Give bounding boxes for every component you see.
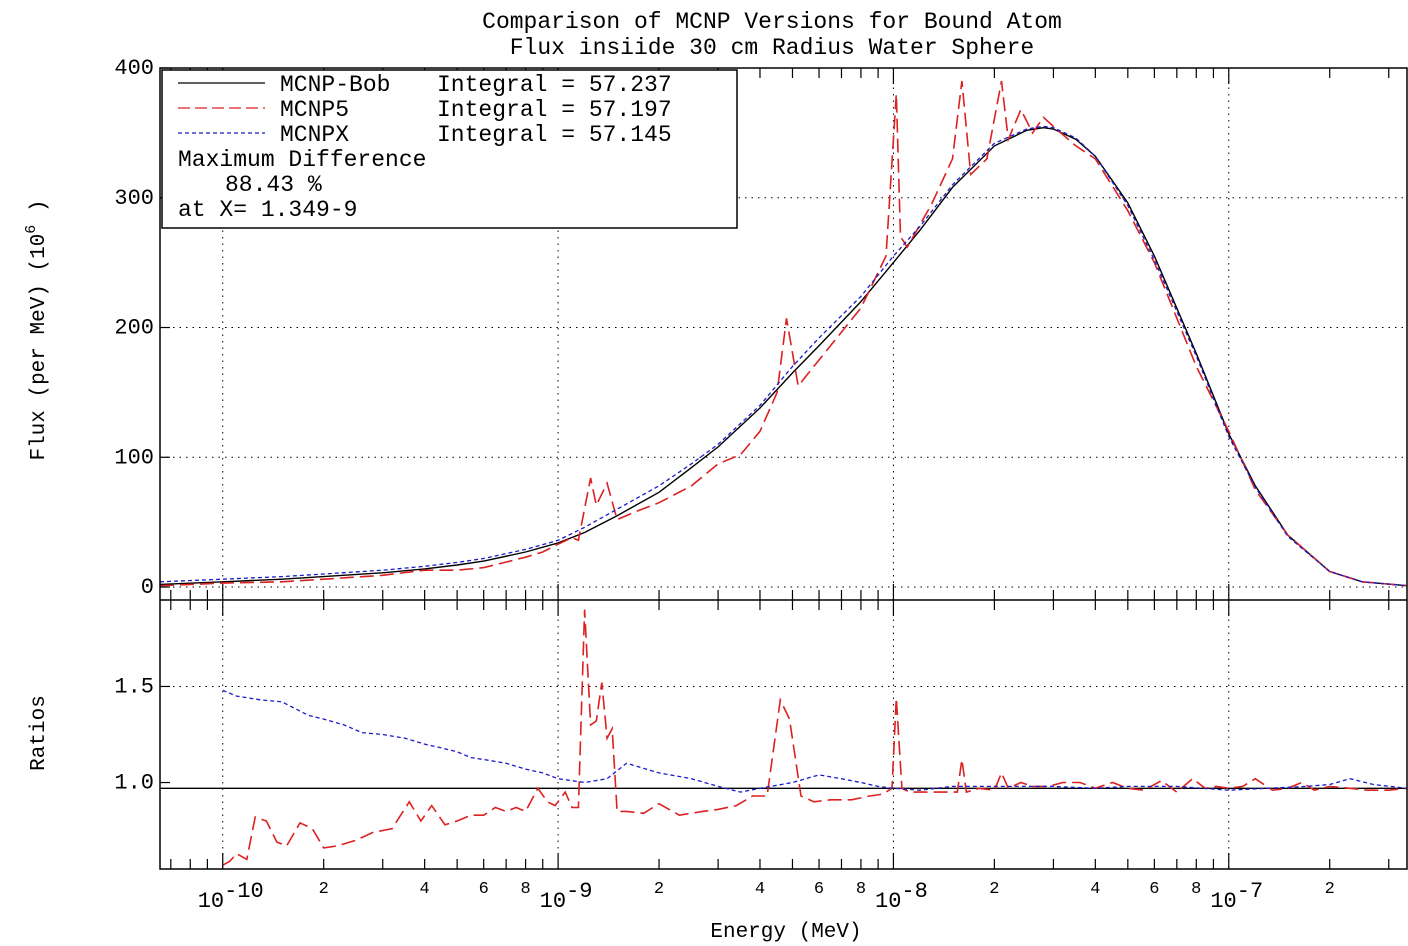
flux-series-mcnp5: [159, 80, 1408, 587]
plot-frame: [159, 67, 1408, 870]
flux-y-tick-label: 0: [141, 575, 154, 600]
legend: MCNP-Bob Integral = 57.237 MCNP5 Integra…: [161, 69, 738, 229]
legend-label-mcnp5: MCNP5: [280, 97, 349, 123]
legend-integral-mcnp-bob: Integral = 57.237: [437, 72, 672, 98]
legend-max-difference-value: 88.43 %: [225, 172, 322, 198]
legend-label-mcnpx: MCNPX: [280, 122, 349, 148]
flux-y-tick-labels: 0 100 200 300 400: [114, 56, 154, 600]
flux-panel-lines: [159, 80, 1408, 587]
legend-integral-mcnpx: Integral = 57.145: [437, 122, 672, 148]
x-tick-label-decade: 10-7: [1210, 879, 1263, 914]
ratio-panel-lines: [160, 609, 1408, 866]
ratio-y-axis-label: Ratios: [28, 695, 51, 771]
legend-max-difference-location: at X= 1.349-9: [178, 197, 357, 223]
bottom-panel-grid: [160, 600, 1407, 869]
chart-title-line2: Flux insiide 30 cm Radius Water Sphere: [510, 35, 1035, 61]
x-tick-label-minor: 8: [1191, 880, 1201, 899]
x-tick-labels: 10-10 10-9 10-8 10-7 2 4 6 8 2 4 6 8 2 4 6 8 2: [198, 879, 1335, 914]
x-tick-label-minor: 8: [856, 880, 866, 899]
top-panel-grid: [160, 67, 1407, 600]
flux-y-axis-label: Flux (per MeV) (106 ): [23, 199, 51, 460]
x-tick-label-minor: 2: [654, 880, 664, 899]
legend-label-mcnp-bob: MCNP-Bob: [280, 72, 390, 98]
ratio-y-tick-label: 1.0: [114, 771, 154, 796]
flux-series-mcnpx: [159, 125, 1408, 587]
x-tick-label-minor: 6: [1149, 880, 1159, 899]
x-tick-label-decade: 10-9: [540, 879, 593, 914]
legend-integral-mcnp5: Integral = 57.197: [437, 97, 672, 123]
x-tick-label-minor: 2: [989, 880, 999, 899]
flux-y-tick-label: 400: [114, 56, 154, 81]
legend-box: [161, 69, 738, 229]
x-tick-label-minor: 4: [755, 880, 765, 899]
chart-title-line1: Comparison of MCNP Versions for Bound At…: [482, 9, 1062, 35]
ratio-series-mcnpx: [222, 689, 1408, 793]
x-tick-label-minor: 6: [814, 880, 824, 899]
x-tick-label-minor: 2: [319, 880, 329, 899]
ratio-series-mcnp5: [222, 609, 1408, 866]
flux-y-tick-label: 300: [114, 186, 154, 211]
x-tick-label-minor: 2: [1325, 880, 1335, 899]
x-tick-label-minor: 4: [420, 880, 430, 899]
legend-max-difference-label: Maximum Difference: [178, 147, 426, 173]
flux-y-tick-label: 200: [114, 316, 154, 341]
x-tick-label-decade: 10-10: [198, 879, 264, 914]
ratio-y-tick-labels: 1.0 1.5: [114, 674, 154, 795]
x-axis-label: Energy (MeV): [710, 921, 861, 944]
flux-y-tick-label: 100: [114, 445, 154, 470]
flux-series-mcnp-bob: [159, 126, 1408, 587]
x-tick-label-minor: 6: [479, 880, 489, 899]
x-tick-label-decade: 10-8: [875, 879, 928, 914]
x-tick-label-minor: 8: [520, 880, 530, 899]
ratio-y-tick-label: 1.5: [114, 674, 154, 699]
x-tick-label-minor: 4: [1090, 880, 1100, 899]
